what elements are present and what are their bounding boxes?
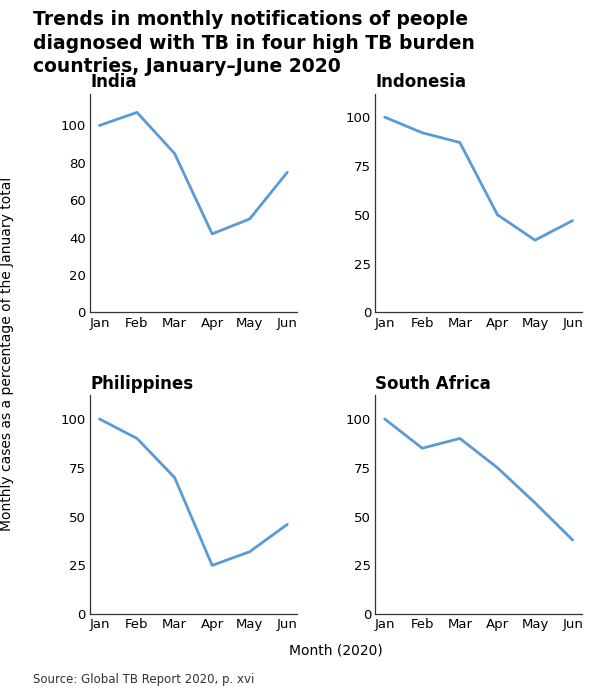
Text: Monthly cases as a percentage of the January total: Monthly cases as a percentage of the Jan…	[0, 177, 14, 531]
Text: Trends in monthly notifications of people
diagnosed with TB in four high TB burd: Trends in monthly notifications of peopl…	[33, 10, 475, 76]
Text: India: India	[90, 73, 137, 91]
Text: Indonesia: Indonesia	[375, 73, 466, 91]
Text: Philippines: Philippines	[90, 375, 193, 393]
Text: Source: Global TB Report 2020, p. xvi: Source: Global TB Report 2020, p. xvi	[33, 672, 254, 686]
Text: South Africa: South Africa	[375, 375, 491, 393]
Text: Month (2020): Month (2020)	[289, 643, 383, 657]
